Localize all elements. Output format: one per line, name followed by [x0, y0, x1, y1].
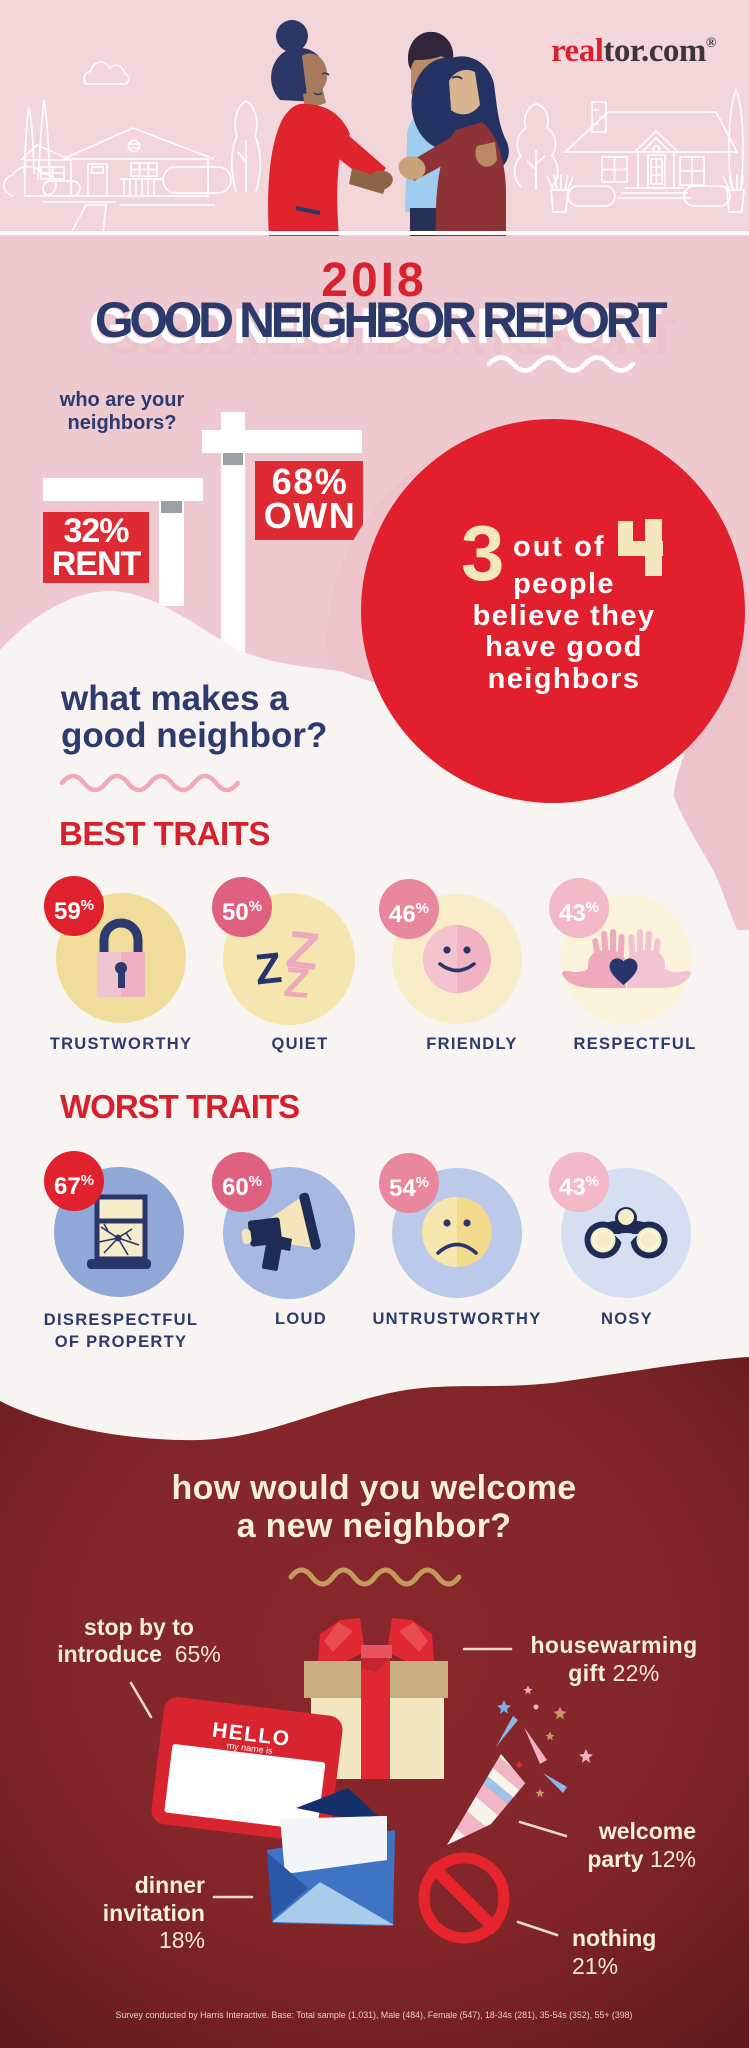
svg-text:Z: Z: [282, 958, 312, 1007]
svg-text:Z: Z: [283, 920, 322, 981]
svg-text:Z: Z: [253, 944, 284, 994]
